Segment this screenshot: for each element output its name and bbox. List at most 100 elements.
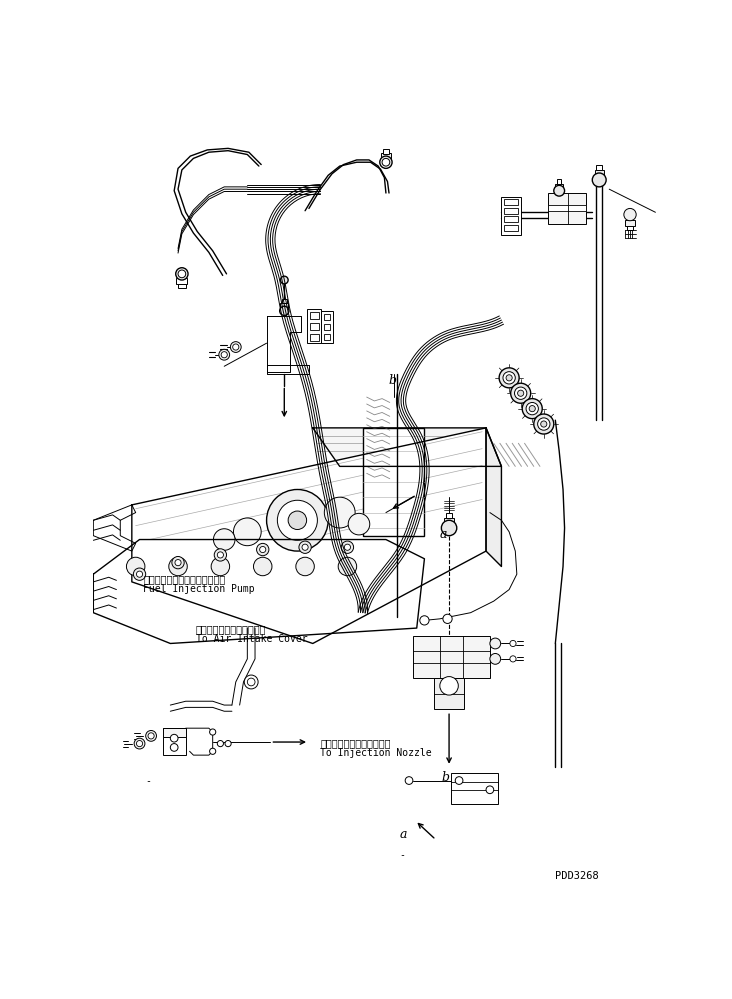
Circle shape [455,776,463,784]
Circle shape [515,387,527,400]
Circle shape [253,557,272,575]
Bar [501,197,520,236]
Bar [504,208,518,214]
Circle shape [211,557,230,575]
Bar [452,773,498,803]
Circle shape [592,173,606,187]
Circle shape [537,418,550,431]
Circle shape [277,500,318,540]
Circle shape [133,568,146,580]
Bar [625,220,635,226]
Polygon shape [313,428,501,467]
Circle shape [217,740,223,746]
Circle shape [175,559,181,565]
Bar [324,324,330,330]
Circle shape [136,571,143,577]
Bar [324,334,330,340]
Circle shape [231,342,241,353]
Circle shape [511,384,531,404]
Bar [163,728,186,755]
Bar [434,678,463,709]
Circle shape [499,368,519,388]
Circle shape [134,738,145,749]
Circle shape [260,546,266,552]
Circle shape [221,352,228,358]
Circle shape [266,490,328,551]
Text: -: - [400,850,406,860]
Circle shape [341,541,354,553]
Bar [548,193,586,224]
Polygon shape [132,428,486,643]
Circle shape [172,556,184,568]
Bar [383,149,389,154]
Bar [381,153,391,161]
Circle shape [440,676,458,695]
Circle shape [503,372,515,384]
Circle shape [214,548,226,561]
Circle shape [257,543,269,555]
Circle shape [233,344,239,350]
Circle shape [441,520,457,535]
Bar [176,278,187,284]
Text: To Injection Nozzle: To Injection Nozzle [321,748,432,758]
Circle shape [420,615,429,625]
Circle shape [225,740,231,746]
Circle shape [624,209,636,221]
Bar [310,323,319,330]
Circle shape [526,403,539,415]
Circle shape [506,375,512,381]
Bar [163,728,186,737]
Circle shape [380,156,392,169]
Circle shape [299,541,311,553]
Bar [413,635,490,678]
Bar [446,512,452,517]
Circle shape [529,406,535,412]
Circle shape [541,421,547,428]
Circle shape [169,557,187,575]
Bar [444,517,454,527]
Text: b: b [388,374,396,387]
Circle shape [280,307,289,316]
Bar [178,284,186,288]
Circle shape [490,653,501,664]
Circle shape [382,159,389,166]
Bar [596,165,602,170]
Circle shape [510,640,516,646]
Circle shape [171,734,178,742]
Bar [504,216,518,223]
Bar [594,170,604,179]
Circle shape [324,498,355,528]
Bar [504,199,518,206]
Circle shape [344,544,351,550]
Polygon shape [266,317,302,373]
Text: To Air Intake Cover: To Air Intake Cover [195,634,307,644]
Circle shape [534,414,554,434]
Bar [310,313,319,320]
Bar [307,309,321,344]
Circle shape [486,786,493,793]
Bar [324,314,330,320]
Polygon shape [486,428,501,566]
Circle shape [247,678,255,686]
Text: フェルインジェクションポンプ: フェルインジェクションポンプ [143,574,225,584]
Circle shape [209,748,216,754]
Circle shape [217,551,223,558]
Bar [310,334,319,341]
Text: b: b [441,770,449,783]
Bar [504,225,518,231]
Circle shape [214,528,235,550]
Text: PDD3268: PDD3268 [556,871,599,881]
Bar [363,428,425,535]
Bar [548,205,586,211]
Circle shape [296,557,314,575]
Text: a: a [400,828,407,841]
Circle shape [146,730,157,741]
Circle shape [219,350,230,360]
Bar [280,303,288,310]
Text: インジェクションノズルへ: インジェクションノズルへ [321,738,391,748]
Bar [557,179,561,184]
Circle shape [522,399,542,419]
Circle shape [171,743,178,751]
Circle shape [288,511,307,529]
Circle shape [490,638,501,649]
